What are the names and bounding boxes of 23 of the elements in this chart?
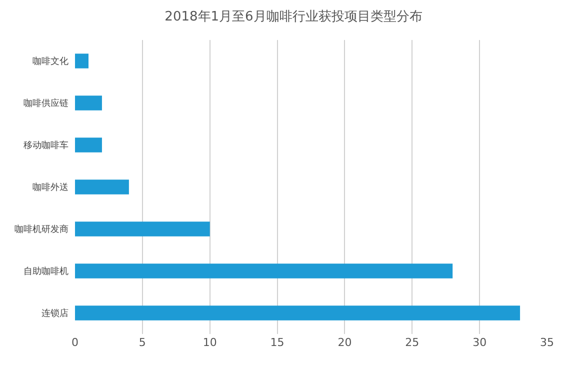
y-tick-label: 咖啡机研发商 [14,224,74,236]
y-tick-label: 咖啡文化 [32,56,74,68]
x-tick-label: 0 [72,336,78,349]
bar [75,54,88,68]
x-tick-label: 5 [138,336,146,349]
y-tick-label: 咖啡外送 [32,182,74,194]
y-tick-label: 咖啡供应链 [23,98,74,110]
x-tick-label: 25 [405,336,420,349]
y-tick-label: 连锁店 [41,308,74,320]
bar [75,306,520,320]
x-tick-label: 15 [270,336,284,349]
bar [75,222,210,236]
x-tick-label: 20 [338,336,352,349]
bar [75,264,453,278]
bar [75,96,102,110]
x-tick-label: 30 [472,336,487,349]
chart-title: 2018年1月至6月咖啡行业获投项目类型分布 [164,9,422,24]
x-tick-label: 35 [540,336,554,349]
x-tick-label: 10 [202,336,217,349]
bar [75,138,102,152]
y-tick-label: 移动咖啡车 [23,140,74,152]
bar [75,180,129,194]
y-tick-label: 自助咖啡机 [23,266,74,278]
